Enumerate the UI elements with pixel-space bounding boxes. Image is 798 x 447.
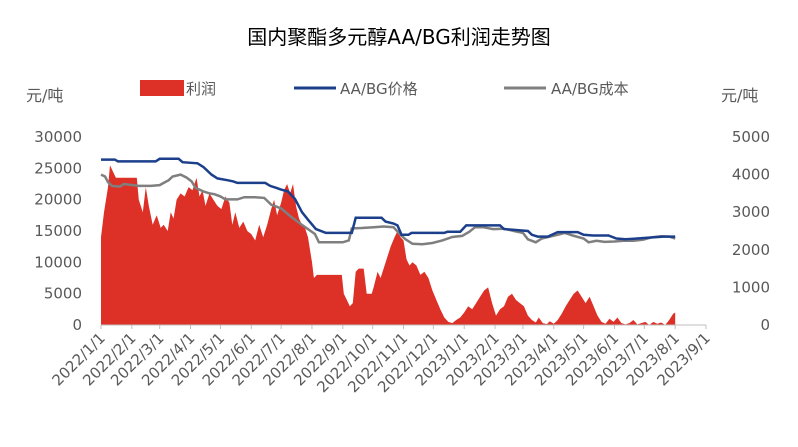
y-axis-right-ticks: 0 1000 2000 3000 4000 5000 bbox=[732, 128, 770, 334]
y-right-tick-label: 3000 bbox=[732, 203, 770, 221]
y-left-tick-label: 25000 bbox=[34, 159, 82, 177]
cost-line-series bbox=[100, 173, 676, 246]
y-left-tick-label: 5000 bbox=[44, 285, 82, 303]
legend-swatch-profit bbox=[140, 80, 184, 96]
chart-title: 国内聚酯多元醇AA/BG利润走势图 bbox=[247, 25, 551, 49]
profit-area-series bbox=[101, 165, 676, 325]
y-right-tick-label: 2000 bbox=[732, 241, 770, 259]
right-axis-unit: 元/吨 bbox=[721, 86, 758, 105]
legend-label-price: AA/BG价格 bbox=[340, 80, 418, 98]
x-axis-ticks: 2022/1/12022/2/12022/3/12022/4/12022/5/1… bbox=[48, 325, 714, 396]
left-axis-unit: 元/吨 bbox=[26, 86, 63, 105]
y-left-tick-label: 20000 bbox=[34, 191, 82, 209]
y-left-tick-label: 10000 bbox=[34, 253, 82, 271]
legend: 利润 AA/BG价格 AA/BG成本 bbox=[140, 80, 629, 98]
y-left-tick-label: 15000 bbox=[34, 222, 82, 240]
y-right-tick-label: 4000 bbox=[732, 166, 770, 184]
legend-label-cost: AA/BG成本 bbox=[551, 80, 629, 98]
price-line-series bbox=[101, 157, 676, 241]
y-right-tick-label: 5000 bbox=[732, 128, 770, 146]
y-left-tick-label: 30000 bbox=[34, 128, 82, 146]
y-left-tick-label: 0 bbox=[72, 316, 82, 334]
y-axis-left-ticks: 0 5000 10000 15000 20000 25000 30000 bbox=[34, 128, 82, 334]
legend-label-profit: 利润 bbox=[186, 80, 216, 98]
y-right-tick-label: 0 bbox=[760, 316, 770, 334]
y-right-tick-label: 1000 bbox=[732, 278, 770, 296]
